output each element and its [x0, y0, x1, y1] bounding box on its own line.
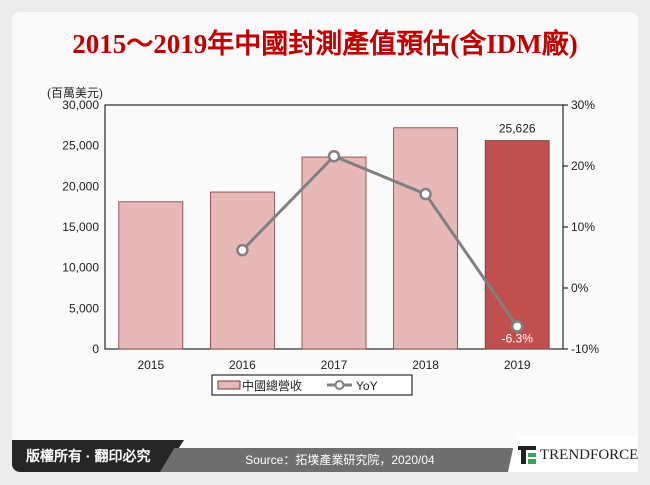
y-right-tick-label: 0% — [571, 281, 589, 295]
trendforce-logo-icon — [518, 446, 536, 464]
yoy-point — [510, 320, 524, 333]
bar-2016 — [209, 191, 275, 350]
trendforce-logo: TRENDFORCE — [518, 446, 638, 464]
yoy-point — [419, 187, 432, 201]
y-left-axis-label: (百萬美元) — [47, 86, 103, 100]
y-left-tick-label: 30,000 — [62, 98, 99, 112]
x-tick-label: 2018 — [412, 358, 439, 372]
legend-line-label: YoY — [356, 379, 378, 393]
x-tick-label: 2016 — [229, 358, 256, 372]
x-tick-label: 2019 — [504, 358, 531, 372]
x-tick-label: 2015 — [137, 358, 164, 372]
y-left-tick-label: 5,000 — [69, 301, 99, 315]
bar-2018 — [393, 127, 459, 350]
copyright-label: 版權所有 · 翻印必究 — [12, 440, 184, 472]
y-left-tick-label: 0 — [92, 342, 99, 356]
y-left-tick-label: 20,000 — [62, 179, 99, 193]
bar-2019 — [484, 140, 550, 350]
page-title: 2015～2019年中國封測產值預估(含IDM廠) — [72, 29, 578, 59]
yoy-point — [236, 243, 249, 257]
bar-2015 — [118, 201, 184, 350]
y-left-tick-label: 10,000 — [62, 261, 99, 275]
y-right-tick-label: -10% — [571, 342, 599, 356]
y-left-tick-label: 15,000 — [62, 220, 99, 234]
x-tick-label: 2017 — [321, 358, 348, 372]
y-right-tick-label: 20% — [571, 159, 595, 173]
yoy-line — [241, 154, 519, 328]
legend-bar-swatch — [217, 380, 241, 390]
bar-2017 — [301, 156, 367, 350]
yoy-data-label: -6.3% — [502, 331, 534, 345]
y-right-tick-label: 30% — [571, 98, 595, 112]
legend — [211, 374, 413, 396]
bar-data-label: 25,626 — [499, 122, 536, 136]
yoy-point — [327, 149, 341, 163]
brand-name: TRENDFORCE — [540, 446, 639, 463]
y-right-tick-label: 10% — [571, 220, 595, 234]
source-label: Source：拓墣產業研究院，2020/04 — [160, 448, 520, 472]
legend-line-marker — [334, 380, 345, 390]
y-left-tick-label: 25,000 — [62, 139, 99, 153]
legend-bar-label: 中國總營收 — [242, 378, 302, 393]
